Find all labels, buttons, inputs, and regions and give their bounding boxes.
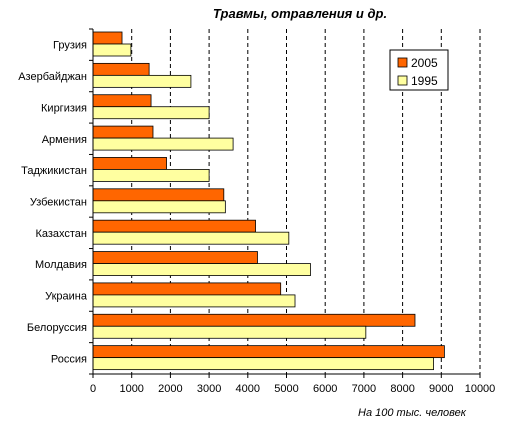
bar-2005-9 bbox=[92, 313, 416, 327]
category-label: Азербайджан bbox=[18, 71, 87, 83]
axes bbox=[89, 28, 481, 378]
x-tick-label: 8000 bbox=[390, 383, 414, 395]
legend-label-1995: 1995 bbox=[411, 74, 438, 88]
bar-1995-1 bbox=[92, 74, 192, 88]
category-label: Россия bbox=[51, 353, 87, 365]
bar-2005-10 bbox=[92, 345, 445, 359]
x-tick-label: 1000 bbox=[119, 383, 143, 395]
x-tick-label: 2000 bbox=[158, 383, 182, 395]
category-label: Армения bbox=[42, 134, 87, 146]
bar-2005-6 bbox=[92, 219, 256, 233]
category-labels: Грузия Азербайджан Киргизия Армения Таджикис… bbox=[18, 40, 88, 366]
bar-1995-6 bbox=[92, 231, 290, 245]
category-label: Киргизия bbox=[41, 102, 87, 114]
bar-1995-10 bbox=[92, 357, 434, 371]
category-label: Молдавия bbox=[35, 259, 87, 271]
x-tick-label: 3000 bbox=[197, 383, 221, 395]
bar-1995-2 bbox=[92, 106, 210, 120]
x-tick-label: 0 bbox=[90, 383, 96, 395]
x-tick-labels: 0 1000 2000 3000 4000 5000 6000 7000 8000 9000 100… bbox=[90, 383, 495, 395]
category-label: Узбекистан bbox=[30, 197, 87, 209]
category-label: Украина bbox=[45, 291, 88, 303]
legend-swatch-1995 bbox=[397, 75, 408, 86]
x-tick-label: 4000 bbox=[236, 383, 260, 395]
x-tick-label: 9000 bbox=[429, 383, 453, 395]
bar-1995-4 bbox=[92, 169, 210, 182]
bar-2005-4 bbox=[92, 157, 167, 170]
legend: 2005 1995 bbox=[389, 49, 449, 91]
bar-2005-2 bbox=[92, 94, 152, 108]
bars bbox=[92, 31, 445, 371]
x-tick-label: 5000 bbox=[274, 383, 298, 395]
x-axis-label: На 100 тыс. человек bbox=[358, 407, 467, 419]
bar-2005-0 bbox=[92, 31, 123, 45]
legend-swatch-2005 bbox=[397, 57, 408, 68]
category-label: Грузия bbox=[53, 40, 87, 52]
category-label: Белоруссия bbox=[27, 322, 87, 334]
bar-1995-9 bbox=[92, 325, 367, 339]
bar-2005-1 bbox=[92, 62, 150, 76]
x-tick-label: 10000 bbox=[465, 383, 496, 395]
chart-title: Травмы, отравления и др. bbox=[213, 6, 387, 21]
bar-2005-5 bbox=[92, 188, 225, 202]
bar-1995-7 bbox=[92, 263, 311, 276]
x-tick-label: 7000 bbox=[352, 383, 376, 395]
x-tick-label: 6000 bbox=[313, 383, 337, 395]
bar-1995-3 bbox=[92, 137, 234, 151]
bar-1995-0 bbox=[92, 43, 132, 57]
bar-2005-8 bbox=[92, 282, 282, 296]
bar-1995-8 bbox=[92, 294, 296, 308]
category-label: Казахстан bbox=[35, 228, 87, 240]
bar-1995-5 bbox=[92, 200, 226, 214]
bar-2005-3 bbox=[92, 125, 154, 139]
legend-label-2005: 2005 bbox=[411, 56, 438, 70]
category-label: Таджикистан bbox=[21, 165, 87, 177]
bar-2005-7 bbox=[92, 251, 258, 264]
